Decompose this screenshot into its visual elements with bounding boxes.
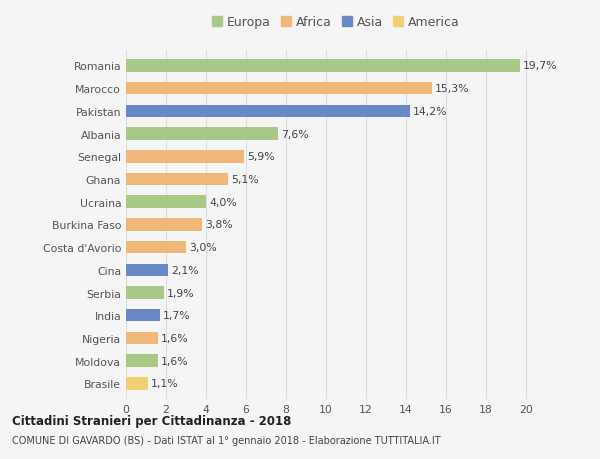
Bar (126, 286, 164, 299)
Text: 5,1%: 5,1% (231, 174, 259, 185)
Text: 4,0%: 4,0% (209, 197, 237, 207)
Text: 2,1%: 2,1% (171, 265, 199, 275)
Text: 5,9%: 5,9% (247, 152, 275, 162)
Text: 3,8%: 3,8% (205, 220, 233, 230)
Bar (126, 128, 278, 140)
Bar (126, 264, 168, 276)
Bar (126, 106, 410, 118)
Text: Cittadini Stranieri per Cittadinanza - 2018: Cittadini Stranieri per Cittadinanza - 2… (12, 414, 292, 428)
Text: 1,9%: 1,9% (167, 288, 194, 298)
Bar (126, 60, 520, 73)
Text: 1,6%: 1,6% (161, 333, 188, 343)
Bar (126, 218, 202, 231)
Text: 1,7%: 1,7% (163, 311, 191, 320)
Bar (126, 332, 158, 344)
Legend: Europa, Africa, Asia, America: Europa, Africa, Asia, America (207, 11, 465, 34)
Bar (126, 196, 206, 208)
Text: 3,0%: 3,0% (189, 242, 217, 252)
Text: 19,7%: 19,7% (523, 62, 557, 71)
Bar (126, 83, 432, 95)
Text: 1,1%: 1,1% (151, 379, 179, 388)
Bar (126, 151, 244, 163)
Text: 7,6%: 7,6% (281, 129, 308, 139)
Text: 14,2%: 14,2% (413, 106, 448, 117)
Text: COMUNE DI GAVARDO (BS) - Dati ISTAT al 1° gennaio 2018 - Elaborazione TUTTITALIA: COMUNE DI GAVARDO (BS) - Dati ISTAT al 1… (12, 435, 440, 445)
Bar (126, 309, 160, 322)
Bar (126, 241, 186, 254)
Bar (126, 355, 158, 367)
Text: 1,6%: 1,6% (161, 356, 188, 366)
Bar (126, 174, 228, 186)
Bar (126, 377, 148, 390)
Text: 15,3%: 15,3% (435, 84, 470, 94)
